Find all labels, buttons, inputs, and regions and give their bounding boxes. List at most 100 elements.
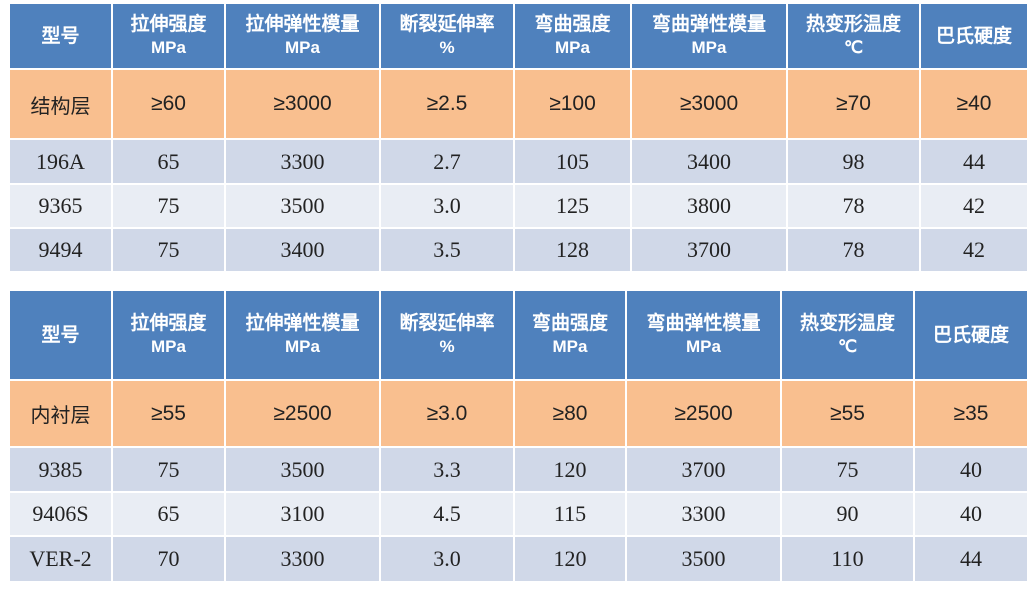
table-cell: 3800 bbox=[630, 183, 788, 229]
header-heat-deflection: 热变形温度 ℃ bbox=[786, 2, 921, 70]
table-cell: 4.5 bbox=[379, 491, 515, 537]
table-cell: 3700 bbox=[625, 446, 782, 493]
table-row: 9494 75 3400 3.5 128 3700 78 42 bbox=[8, 227, 1029, 273]
table-cell: 40 bbox=[913, 491, 1029, 537]
header-label: 拉伸强度 bbox=[130, 312, 207, 334]
table-cell: 75 bbox=[111, 227, 226, 273]
structural-layer-table: 型号 拉伸强度 MPa 拉伸弹性模量 MPa 断裂延伸率% 弯曲强度 MPa 弯曲弹性… bbox=[8, 2, 1029, 273]
table-row: 196A 65 3300 2.7 105 3400 98 44 bbox=[8, 138, 1029, 185]
header-label: 拉伸弹性模量 bbox=[245, 312, 360, 334]
requirement-cell: ≥2.5 bbox=[379, 68, 515, 140]
header-label: 巴氏硬度 bbox=[932, 324, 1009, 346]
table-cell: 115 bbox=[513, 491, 627, 537]
header-barcol-hardness: 巴氏硬度 bbox=[919, 2, 1029, 70]
table-cell: 65 bbox=[111, 138, 226, 185]
table-cell: 3.0 bbox=[379, 535, 515, 583]
header-model: 型号 bbox=[8, 289, 113, 381]
table-cell: 3400 bbox=[224, 227, 381, 273]
table-row: 9365 75 3500 3.0 125 3800 78 42 bbox=[8, 183, 1029, 229]
requirement-label: 内衬层 bbox=[8, 379, 113, 448]
table-row: 9406S 65 3100 4.5 115 3300 90 40 bbox=[8, 491, 1029, 537]
header-label: 热变形温度 bbox=[799, 312, 895, 334]
table-cell: 44 bbox=[913, 535, 1029, 583]
header-unit: MPa bbox=[555, 38, 590, 57]
header-tensile-strength: 拉伸强度 MPa bbox=[111, 289, 226, 381]
requirement-cell: ≥2500 bbox=[224, 379, 381, 448]
table-cell: 105 bbox=[513, 138, 632, 185]
header-flexural-strength: 弯曲强度 MPa bbox=[513, 289, 627, 381]
header-elongation: 断裂延伸率% bbox=[379, 289, 515, 381]
table-cell: 3100 bbox=[224, 491, 381, 537]
requirement-cell: ≥3000 bbox=[224, 68, 381, 140]
header-barcol-hardness: 巴氏硬度 bbox=[913, 289, 1029, 381]
requirement-cell: ≥100 bbox=[513, 68, 632, 140]
table-cell: 3300 bbox=[224, 138, 381, 185]
header-unit: % bbox=[439, 38, 455, 57]
requirement-label: 结构层 bbox=[8, 68, 113, 140]
table-cell: 3500 bbox=[224, 183, 381, 229]
table-row: VER-2 70 3300 3.0 120 3500 110 44 bbox=[8, 535, 1029, 583]
requirement-cell: ≥70 bbox=[786, 68, 921, 140]
requirement-cell: ≥80 bbox=[513, 379, 627, 448]
table-cell: 3300 bbox=[224, 535, 381, 583]
requirement-cell: ≥40 bbox=[919, 68, 1029, 140]
requirement-cell: ≥55 bbox=[111, 379, 226, 448]
table-cell: 9385 bbox=[8, 446, 113, 493]
requirement-cell: ≥2500 bbox=[625, 379, 782, 448]
header-label: 弯曲强度 bbox=[531, 312, 608, 334]
header-unit: MPa bbox=[686, 337, 721, 356]
header-label: 弯曲弹性模量 bbox=[651, 13, 766, 35]
header-unit: MPa bbox=[285, 337, 320, 356]
table-cell: 42 bbox=[919, 183, 1029, 229]
table-cell: 3500 bbox=[625, 535, 782, 583]
table-cell: 70 bbox=[111, 535, 226, 583]
requirement-cell: ≥55 bbox=[780, 379, 915, 448]
table-cell: 120 bbox=[513, 535, 627, 583]
table-cell: 78 bbox=[786, 227, 921, 273]
table-cell: 3300 bbox=[625, 491, 782, 537]
header-unit: % bbox=[439, 337, 455, 356]
header-unit: MPa bbox=[151, 337, 186, 356]
header-tensile-strength: 拉伸强度 MPa bbox=[111, 2, 226, 70]
table-row: 9385 75 3500 3.3 120 3700 75 40 bbox=[8, 446, 1029, 493]
header-model: 型号 bbox=[8, 2, 113, 70]
table-cell: 42 bbox=[919, 227, 1029, 273]
header-unit: ℃ bbox=[843, 38, 864, 57]
table-cell: 98 bbox=[786, 138, 921, 185]
header-unit: MPa bbox=[285, 38, 320, 57]
table-cell: 9365 bbox=[8, 183, 113, 229]
table-cell: 128 bbox=[513, 227, 632, 273]
header-label: 巴氏硬度 bbox=[935, 25, 1012, 47]
table-cell: 3500 bbox=[224, 446, 381, 493]
header-label: 拉伸弹性模量 bbox=[245, 13, 360, 35]
table-cell: 44 bbox=[919, 138, 1029, 185]
table-cell: 75 bbox=[780, 446, 915, 493]
table-cell: VER-2 bbox=[8, 535, 113, 583]
table-cell: 120 bbox=[513, 446, 627, 493]
table-cell: 75 bbox=[111, 183, 226, 229]
table-cell: 3.0 bbox=[379, 183, 515, 229]
header-flexural-modulus: 弯曲弹性模量 MPa bbox=[625, 289, 782, 381]
table-cell: 65 bbox=[111, 491, 226, 537]
inner-lining-layer-table: 型号 拉伸强度 MPa 拉伸弹性模量 MPa 断裂延伸率% 弯曲强度 MPa 弯曲弹性… bbox=[8, 289, 1029, 583]
requirement-cell: ≥3000 bbox=[630, 68, 788, 140]
requirement-cell: ≥3.0 bbox=[379, 379, 515, 448]
header-label: 弯曲强度 bbox=[534, 13, 611, 35]
header-unit: MPa bbox=[691, 38, 727, 57]
table-cell: 3700 bbox=[630, 227, 788, 273]
table-cell: 40 bbox=[913, 446, 1029, 493]
header-row: 型号 拉伸强度 MPa 拉伸弹性模量 MPa 断裂延伸率% 弯曲强度 MPa 弯曲弹性… bbox=[8, 2, 1029, 70]
requirement-cell: ≥60 bbox=[111, 68, 226, 140]
header-label: 热变形温度 bbox=[805, 13, 901, 35]
header-label: 断裂延伸率 bbox=[399, 312, 495, 334]
header-unit: ℃ bbox=[837, 337, 858, 356]
header-row: 型号 拉伸强度 MPa 拉伸弹性模量 MPa 断裂延伸率% 弯曲强度 MPa 弯曲弹性… bbox=[8, 289, 1029, 381]
table-cell: 3400 bbox=[630, 138, 788, 185]
table-cell: 78 bbox=[786, 183, 921, 229]
header-heat-deflection: 热变形温度 ℃ bbox=[780, 289, 915, 381]
header-label: 型号 bbox=[41, 324, 80, 346]
table-cell: 3.5 bbox=[379, 227, 515, 273]
table-cell: 9406S bbox=[8, 491, 113, 537]
table-cell: 90 bbox=[780, 491, 915, 537]
header-label: 拉伸强度 bbox=[130, 13, 207, 35]
